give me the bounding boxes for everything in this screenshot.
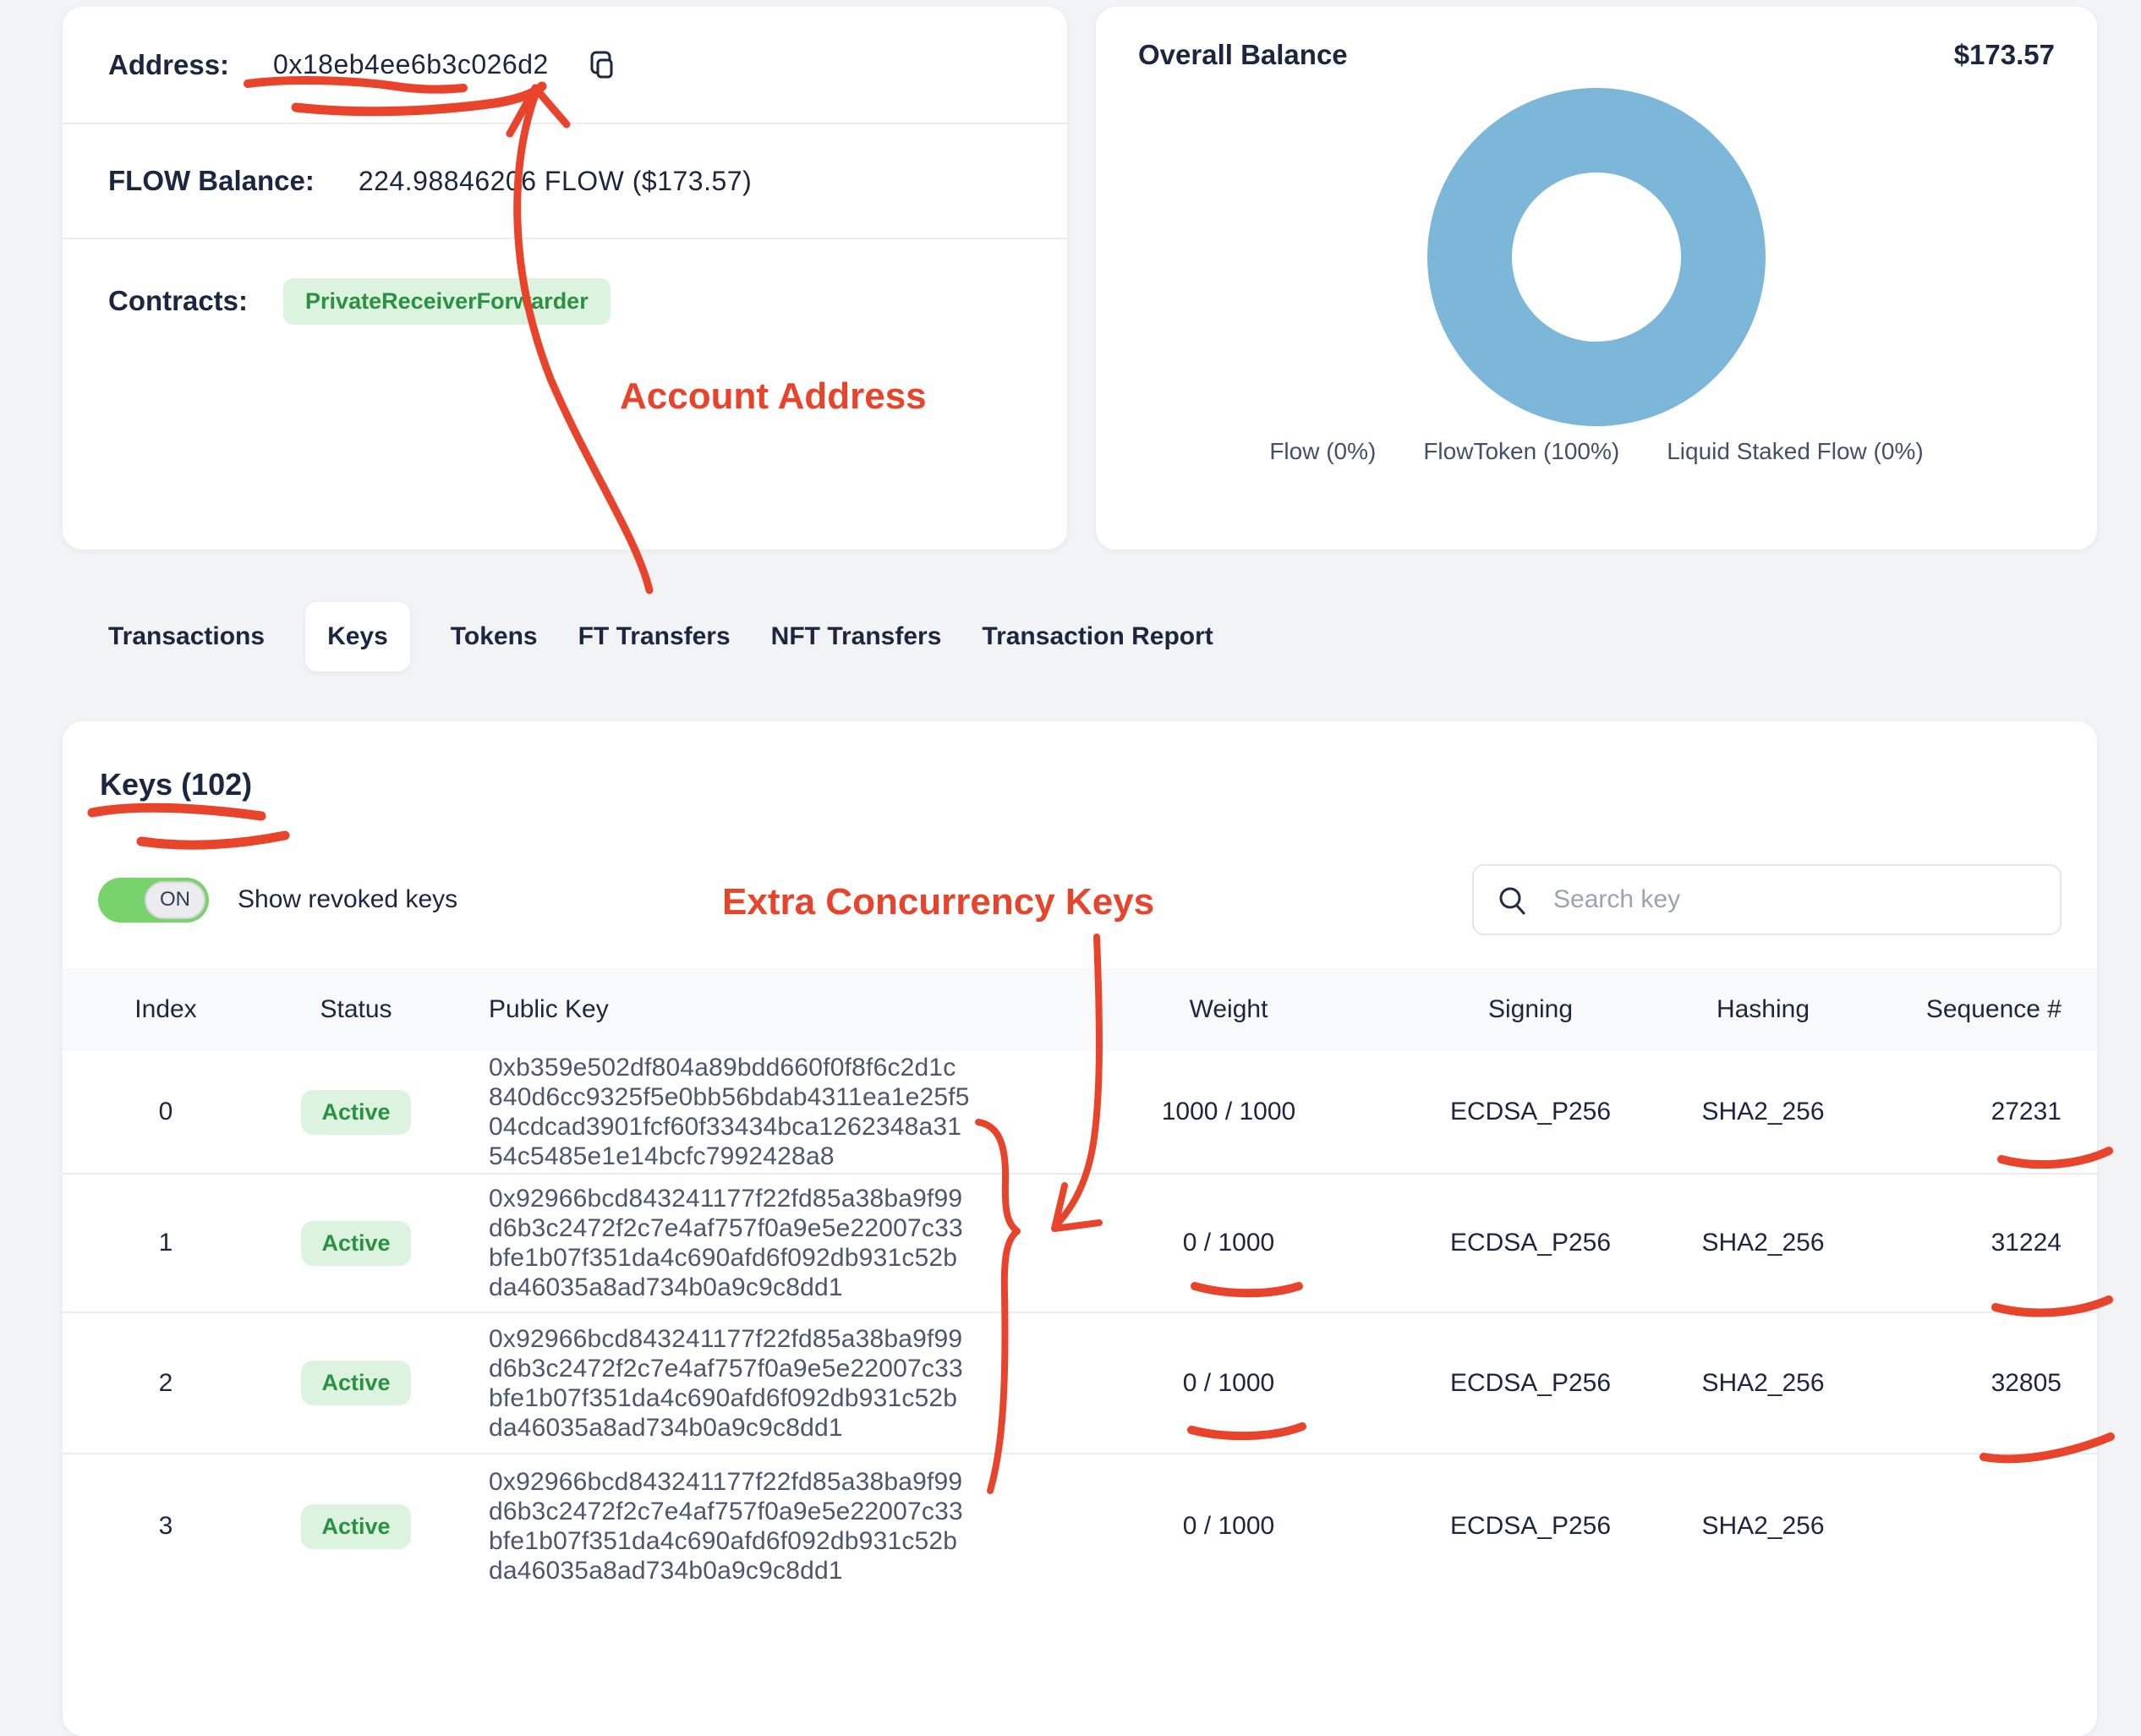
public-key: 0xb359e502df804a89bdd660f0f8f6c2d1c 840d… <box>489 1054 970 1170</box>
keys-table-header: Index Status Public Key Weight Signing H… <box>63 968 2097 1051</box>
key-hashing: SHA2_256 <box>1701 1098 1825 1125</box>
key-sequence: 32805 <box>1990 1368 2062 1397</box>
account-card: Address: 0x18eb4ee6b3c026d2 FLOW Balance… <box>63 7 1067 550</box>
public-key: 0x92966bcd843241177f22fd85a38ba9f99 d6b3… <box>489 1185 963 1301</box>
show-revoked-toggle[interactable]: ON <box>98 877 209 923</box>
status-cell: Active <box>233 1361 479 1405</box>
status-badge: Active <box>301 1220 411 1266</box>
address-row: Address: 0x18eb4ee6b3c026d2 <box>63 7 1067 124</box>
keys-controls: ON Show revoked keys <box>98 863 2062 936</box>
key-search <box>1472 864 2062 935</box>
table-row: 3 Active 0x92966bcd843241177f22fd85a38ba… <box>63 1454 2097 1598</box>
header-index: Index <box>134 995 197 1023</box>
status-cell: Active <box>233 1220 479 1266</box>
keys-title: Keys (102) <box>100 767 253 802</box>
status-cell: Active <box>233 1503 479 1549</box>
legend-item-flowtoken[interactable]: FlowToken (100%) <box>1423 438 1620 464</box>
flow-balance-row: FLOW Balance: 224.98846206 FLOW ($173.57… <box>63 124 1067 239</box>
legend-item-liquid-staked[interactable]: Liquid Staked Flow (0%) <box>1667 438 1924 464</box>
status-badge: Active <box>301 1089 411 1135</box>
key-index: 1 <box>158 1229 173 1257</box>
key-signing: ECDSA_P256 <box>1449 1229 1612 1257</box>
header-hashing: Hashing <box>1716 995 1810 1023</box>
key-hashing: SHA2_256 <box>1701 1229 1825 1257</box>
toggle-label: Show revoked keys <box>238 885 458 913</box>
contracts-label: Contracts: <box>108 285 249 316</box>
tab-tokens[interactable]: Tokens <box>450 622 538 650</box>
keys-table: Index Status Public Key Weight Signing H… <box>63 968 2097 1598</box>
public-key: 0x92966bcd843241177f22fd85a38ba9f99 d6b3… <box>489 1468 963 1585</box>
header-weight: Weight <box>1189 995 1268 1023</box>
balance-title: Overall Balance <box>1138 39 1348 70</box>
address-label: Address: <box>108 48 230 80</box>
header-sequence: Sequence # <box>1925 995 2062 1023</box>
table-row: 0 Active 0xb359e502df804a89bdd660f0f8f6c… <box>63 1051 2097 1175</box>
top-cards: Address: 0x18eb4ee6b3c026d2 FLOW Balance… <box>63 7 2097 550</box>
keys-card: Keys (102) ON Show revoked keys Index St… <box>63 721 2097 1736</box>
search-icon <box>1499 887 1525 915</box>
key-signing: ECDSA_P256 <box>1449 1512 1612 1540</box>
table-row: 1 Active 0x92966bcd843241177f22fd85a38ba… <box>63 1175 2097 1313</box>
key-index: 3 <box>158 1512 173 1540</box>
key-weight: 0 / 1000 <box>1182 1512 1275 1540</box>
header-public-key: Public Key <box>489 995 609 1023</box>
key-hashing: SHA2_256 <box>1701 1368 1825 1397</box>
key-sequence: 27231 <box>1990 1098 2062 1125</box>
search-key-input[interactable] <box>1472 864 2062 935</box>
key-index: 0 <box>158 1098 173 1125</box>
key-weight: 0 / 1000 <box>1182 1368 1275 1397</box>
copy-icon <box>590 51 613 78</box>
status-cell: Active <box>233 1089 479 1135</box>
annotation-account-address: Account Address <box>620 375 927 417</box>
toggle-knob: ON <box>145 880 205 919</box>
contract-badge[interactable]: PrivateReceiverForwarder <box>283 278 611 325</box>
key-signing: ECDSA_P256 <box>1449 1368 1612 1397</box>
header-signing: Signing <box>1487 995 1574 1023</box>
public-key: 0x92966bcd843241177f22fd85a38ba9f99 d6b3… <box>489 1324 963 1442</box>
status-badge: Active <box>301 1503 411 1549</box>
balance-donut-chart <box>1427 88 1766 426</box>
chart-legend: Flow (0%) FlowToken (100%) Liquid Staked… <box>1138 438 2055 465</box>
balance-amount: $173.57 <box>1953 39 2055 70</box>
flow-balance-label: FLOW Balance: <box>108 165 315 196</box>
tab-keys[interactable]: Keys <box>305 602 410 671</box>
status-badge: Active <box>301 1361 411 1405</box>
legend-item-flow[interactable]: Flow (0%) <box>1269 438 1377 464</box>
tab-ft-transfers[interactable]: FT Transfers <box>578 622 731 650</box>
address-value: 0x18eb4ee6b3c026d2 <box>273 49 549 79</box>
revoked-toggle-group: ON Show revoked keys <box>98 877 458 923</box>
account-tabs: Transactions Keys Tokens FT Transfers NF… <box>108 600 1213 673</box>
balance-card: Overall Balance $173.57 Flow (0%) FlowTo… <box>1096 7 2097 550</box>
key-hashing: SHA2_256 <box>1701 1512 1825 1540</box>
annotation-extra-concurrency-keys: Extra Concurrency Keys <box>722 881 1155 923</box>
balance-header: Overall Balance $173.57 <box>1138 39 2055 71</box>
key-signing: ECDSA_P256 <box>1449 1098 1612 1125</box>
flow-balance-value: 224.98846206 FLOW ($173.57) <box>358 165 753 196</box>
tab-nft-transfers[interactable]: NFT Transfers <box>770 622 942 650</box>
table-row: 2 Active 0x92966bcd843241177f22fd85a38ba… <box>63 1313 2097 1454</box>
key-sequence: 31224 <box>1990 1229 2062 1257</box>
tab-transactions[interactable]: Transactions <box>108 622 266 650</box>
header-status: Status <box>320 995 392 1023</box>
key-weight: 1000 / 1000 <box>1161 1098 1296 1125</box>
copy-address-button[interactable] <box>584 48 618 82</box>
key-weight: 0 / 1000 <box>1182 1229 1275 1257</box>
keys-table-body: 0 Active 0xb359e502df804a89bdd660f0f8f6c… <box>63 1051 2097 1598</box>
tab-transaction-report[interactable]: Transaction Report <box>982 622 1213 650</box>
key-index: 2 <box>158 1368 173 1397</box>
